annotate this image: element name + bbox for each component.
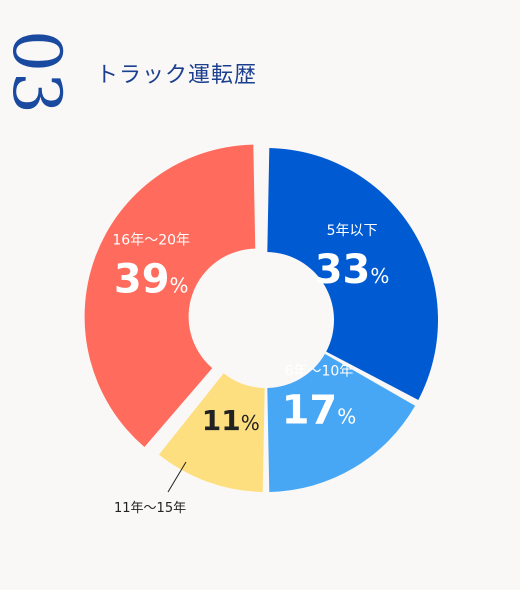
section-title: トラック運転歴: [96, 63, 258, 88]
segment-category-label: 6年〜10年: [285, 364, 354, 380]
segment-value-label: 33%: [315, 247, 390, 293]
donut-segment-3: [84, 144, 256, 448]
segment-value-label: 39%: [114, 257, 189, 303]
segment-value-label: 11%: [202, 404, 260, 437]
section-number: 03: [0, 30, 75, 140]
segment-category-label: 5年以下: [327, 223, 378, 239]
donut-segment-1: [267, 353, 416, 492]
section-number-text: 03: [2, 30, 72, 114]
donut-segment-0: [267, 148, 438, 400]
external-label-11-15: 11年〜15年: [114, 501, 187, 516]
external-label-leader-line: [167, 461, 187, 493]
segment-category-label: 16年〜20年: [112, 233, 190, 249]
segment-value-label: 17%: [282, 388, 357, 434]
